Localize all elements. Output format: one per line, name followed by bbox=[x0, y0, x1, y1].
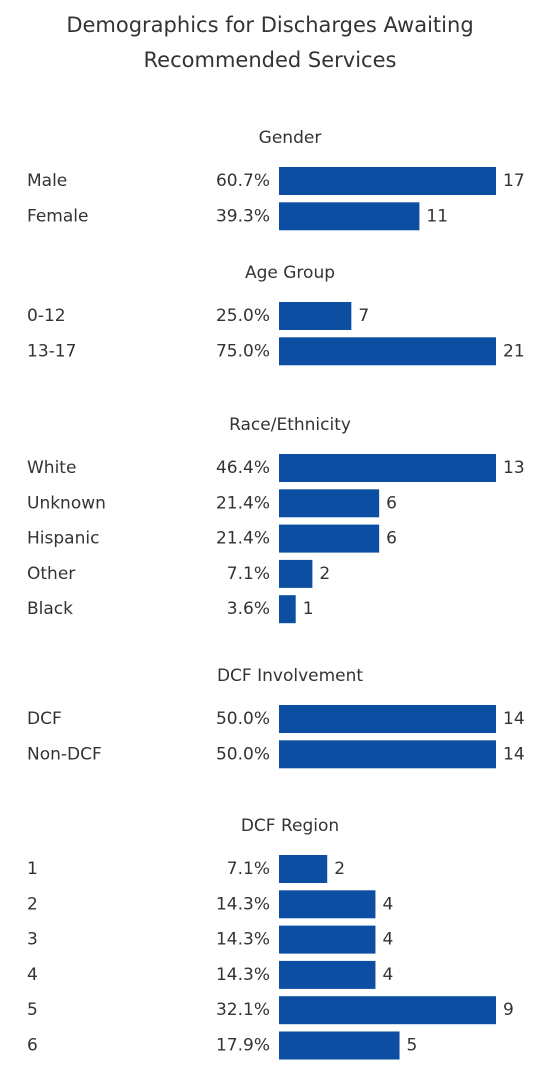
percent-label: 21.4% bbox=[216, 493, 270, 513]
percent-label: 17.9% bbox=[216, 1036, 270, 1056]
section-title: Race/Ethnicity bbox=[229, 415, 351, 435]
bar bbox=[279, 960, 376, 989]
value-label: 1 bbox=[303, 599, 314, 619]
value-label: 6 bbox=[386, 529, 397, 549]
bar bbox=[279, 524, 380, 553]
category-label: 13-17 bbox=[27, 341, 76, 361]
bar bbox=[279, 454, 496, 482]
category-label: 0-12 bbox=[27, 306, 66, 326]
value-label: 7 bbox=[358, 306, 369, 326]
percent-label: 7.1% bbox=[227, 564, 270, 584]
percent-label: 25.0% bbox=[216, 306, 270, 326]
bar bbox=[279, 202, 420, 231]
value-label: 13 bbox=[503, 458, 525, 478]
section-title: Gender bbox=[259, 128, 322, 148]
value-label: 21 bbox=[503, 341, 525, 361]
bar bbox=[279, 996, 496, 1025]
percent-label: 60.7% bbox=[216, 171, 270, 191]
page-title: Demographics for Discharges Awaiting Rec… bbox=[66, 13, 474, 72]
category-label: 3 bbox=[27, 930, 38, 950]
bar bbox=[279, 559, 313, 588]
value-label: 4 bbox=[382, 930, 393, 950]
section-title: Age Group bbox=[245, 263, 335, 283]
percent-label: 46.4% bbox=[216, 458, 270, 478]
category-label: 4 bbox=[27, 965, 38, 985]
value-label: 14 bbox=[503, 709, 525, 729]
percent-label: 3.6% bbox=[227, 599, 270, 619]
bar bbox=[279, 489, 380, 518]
value-label: 2 bbox=[319, 564, 330, 584]
percent-label: 21.4% bbox=[216, 529, 270, 549]
category-label: 6 bbox=[27, 1036, 38, 1056]
value-label: 6 bbox=[386, 493, 397, 513]
category-label: 1 bbox=[27, 859, 38, 879]
bar bbox=[279, 1031, 400, 1060]
section-title: DCF Region bbox=[241, 816, 339, 836]
category-label: Hispanic bbox=[27, 529, 99, 549]
bar bbox=[279, 595, 296, 624]
section-title: DCF Involvement bbox=[217, 666, 363, 686]
category-label: Male bbox=[27, 171, 67, 191]
bar bbox=[279, 925, 376, 954]
bar bbox=[279, 337, 496, 366]
category-label: Female bbox=[27, 206, 88, 226]
value-label: 5 bbox=[407, 1036, 418, 1056]
bar bbox=[279, 167, 496, 195]
bar bbox=[279, 705, 496, 733]
value-label: 4 bbox=[382, 965, 393, 985]
percent-label: 32.1% bbox=[216, 1000, 270, 1020]
value-label: 9 bbox=[503, 1000, 514, 1020]
value-label: 4 bbox=[382, 894, 393, 914]
category-label: Non-DCF bbox=[27, 744, 102, 764]
value-label: 14 bbox=[503, 744, 525, 764]
percent-label: 14.3% bbox=[216, 965, 270, 985]
percent-label: 7.1% bbox=[227, 859, 270, 879]
value-label: 2 bbox=[334, 859, 345, 879]
category-label: Unknown bbox=[27, 493, 106, 513]
category-label: DCF bbox=[27, 709, 62, 729]
category-label: 2 bbox=[27, 894, 38, 914]
category-label: White bbox=[27, 458, 76, 478]
bar bbox=[279, 855, 328, 883]
percent-label: 14.3% bbox=[216, 894, 270, 914]
category-label: Other bbox=[27, 564, 75, 584]
category-label: 5 bbox=[27, 1000, 38, 1020]
percent-label: 75.0% bbox=[216, 341, 270, 361]
percent-label: 14.3% bbox=[216, 930, 270, 950]
category-label: Black bbox=[27, 599, 73, 619]
bar bbox=[279, 302, 352, 330]
bar bbox=[279, 740, 496, 769]
percent-label: 50.0% bbox=[216, 744, 270, 764]
value-label: 11 bbox=[426, 206, 448, 226]
percent-label: 39.3% bbox=[216, 206, 270, 226]
value-label: 17 bbox=[503, 171, 525, 191]
bar bbox=[279, 890, 376, 919]
percent-label: 50.0% bbox=[216, 709, 270, 729]
